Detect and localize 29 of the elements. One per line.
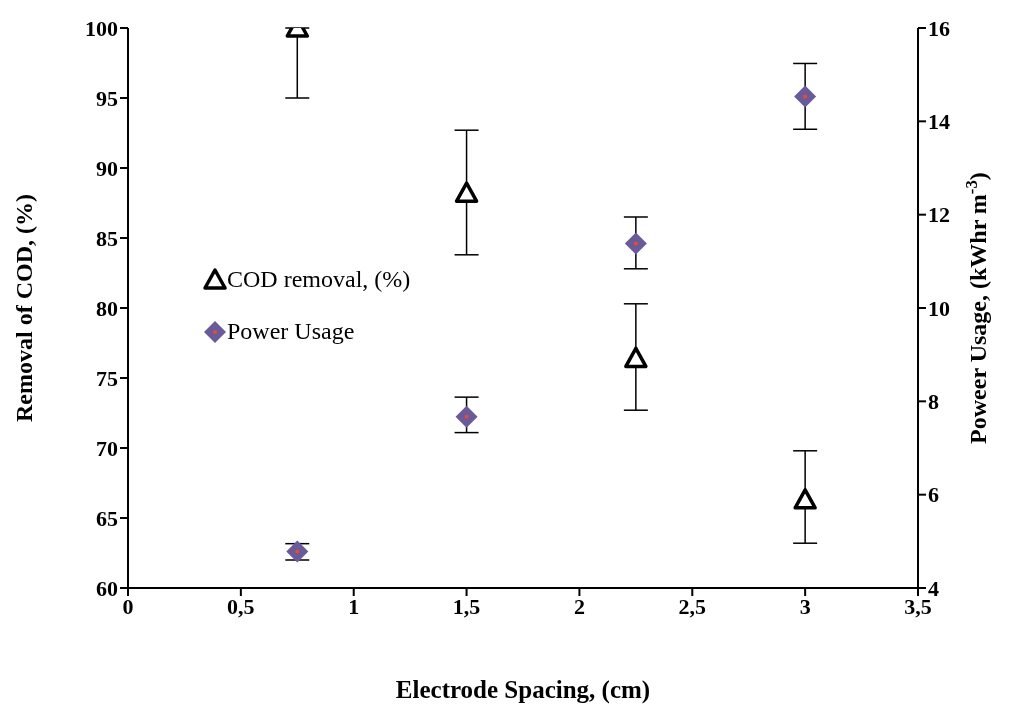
y2-tick-label: 12 — [928, 202, 950, 228]
x-tick-label: 1 — [348, 593, 360, 619]
y2-tick-label: 10 — [928, 295, 950, 321]
y-tick-label: 75 — [96, 365, 118, 391]
y-tick-label: 95 — [96, 85, 118, 111]
point — [624, 232, 647, 255]
y-tick-label: 100 — [85, 15, 118, 41]
x-tick-label: 1,5 — [452, 593, 481, 619]
x-axis-title: Electrode Spacing, (cm) — [395, 676, 651, 704]
y2-tick-label: 8 — [928, 389, 939, 415]
y2-tick-label: 14 — [928, 109, 950, 135]
legend-label: COD removal, (%) — [227, 265, 411, 294]
point — [794, 85, 817, 108]
y2-tick-label: 16 — [928, 15, 950, 41]
y-tick-label: 85 — [96, 225, 118, 251]
y2-tick-label: 6 — [928, 482, 939, 508]
y-axis-title: Removal of COD, (%) — [10, 194, 37, 422]
y-tick-label: 80 — [96, 295, 118, 321]
y-tick-label: 90 — [96, 155, 118, 181]
legend-label: Power Usage — [227, 317, 355, 346]
x-tick-label: 2,5 — [678, 593, 707, 619]
x-tick-label: 2 — [573, 593, 585, 619]
x-tick-label: 0,5 — [227, 593, 255, 619]
y-tick-label: 60 — [96, 575, 118, 601]
x-tick-label: 3 — [799, 593, 811, 619]
x-tick-label: 0 — [122, 593, 134, 619]
y-tick-label: 70 — [96, 435, 118, 461]
point — [455, 405, 478, 428]
y-tick-label: 65 — [96, 505, 118, 531]
